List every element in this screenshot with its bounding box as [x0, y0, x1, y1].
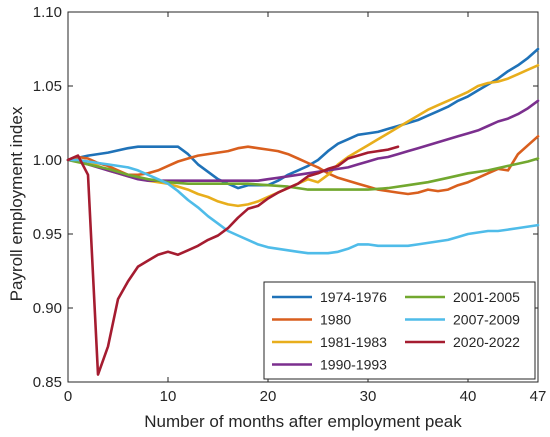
legend-label-1990-1993: 1990-1993	[320, 357, 387, 373]
legend-label-2007-2009: 2007-2009	[453, 312, 520, 328]
series-line-1981-1983	[66, 64, 540, 208]
series-line-2001-2005	[66, 157, 540, 191]
legend-label-2020-2022: 2020-2022	[453, 334, 520, 350]
y-tick-label: 1.05	[33, 78, 62, 95]
x-axis-title: Number of months after employment peak	[144, 412, 462, 431]
y-tick-label: 1.10	[33, 4, 62, 21]
legend-label-1980: 1980	[320, 312, 351, 328]
legend: 1974-1976 2001-2005 1980 2007-2009 1981-1983…	[263, 281, 536, 380]
x-tick-label: 0	[64, 388, 72, 405]
x-tick-label: 47	[530, 388, 547, 405]
x-tick-label: 40	[460, 388, 477, 405]
axes-box	[67, 11, 539, 383]
plot-area: 0 10 20 30 40 47 0.85 0.90 0.95 1.00 1.05 1.10	[33, 4, 547, 405]
x-tick-label: 10	[160, 388, 177, 405]
legend-label-1981-1983: 1981-1983	[320, 334, 387, 350]
series-line-2007-2009	[66, 158, 540, 255]
y-tick-label: 1.00	[33, 152, 62, 169]
legend-label-2001-2005: 2001-2005	[453, 289, 520, 305]
y-tick-label: 0.95	[33, 226, 62, 243]
x-tick-label: 20	[260, 388, 277, 405]
y-axis-title: Payroll employment index	[7, 106, 26, 301]
series-line-1974-1976	[66, 47, 540, 190]
x-tick-label: 30	[360, 388, 377, 405]
series-line-1990-1993	[66, 99, 540, 182]
series-line-2020-2022	[66, 145, 400, 376]
y-tick-label: 0.90	[33, 300, 62, 317]
legend-label-1974-1976: 1974-1976	[320, 289, 387, 305]
y-tick-label: 0.85	[33, 374, 62, 391]
series-line-1980	[66, 135, 540, 196]
